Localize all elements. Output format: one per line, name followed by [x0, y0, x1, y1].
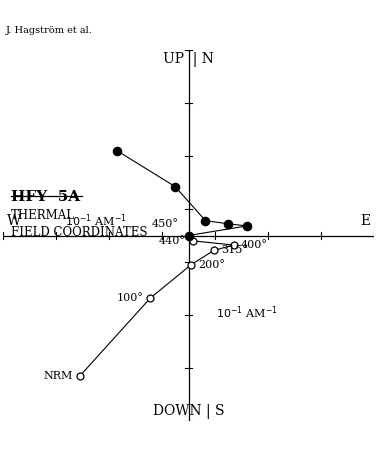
Text: 440°: 440° — [159, 236, 186, 246]
Text: $10^{-1}$ AM$^{-1}$: $10^{-1}$ AM$^{-1}$ — [65, 212, 127, 228]
Text: FIELD COORDINATES: FIELD COORDINATES — [11, 226, 147, 239]
Text: $10^{-1}$ AM$^{-1}$: $10^{-1}$ AM$^{-1}$ — [216, 304, 278, 321]
Text: DOWN | S: DOWN | S — [153, 404, 224, 419]
Text: 450°: 450° — [152, 219, 179, 229]
Text: 200°: 200° — [198, 260, 225, 270]
Text: 100°: 100° — [116, 293, 143, 303]
Text: HFY  5A: HFY 5A — [11, 190, 80, 204]
Text: J. Hagström et al.: J. Hagström et al. — [5, 26, 92, 35]
Text: 315°: 315° — [221, 245, 248, 255]
Text: THERMAL: THERMAL — [11, 209, 75, 222]
Text: UP  | N: UP | N — [163, 52, 214, 67]
Text: NRM: NRM — [43, 371, 73, 381]
Text: W: W — [7, 213, 21, 227]
Text: 400°: 400° — [241, 240, 267, 250]
Text: E: E — [360, 213, 370, 227]
